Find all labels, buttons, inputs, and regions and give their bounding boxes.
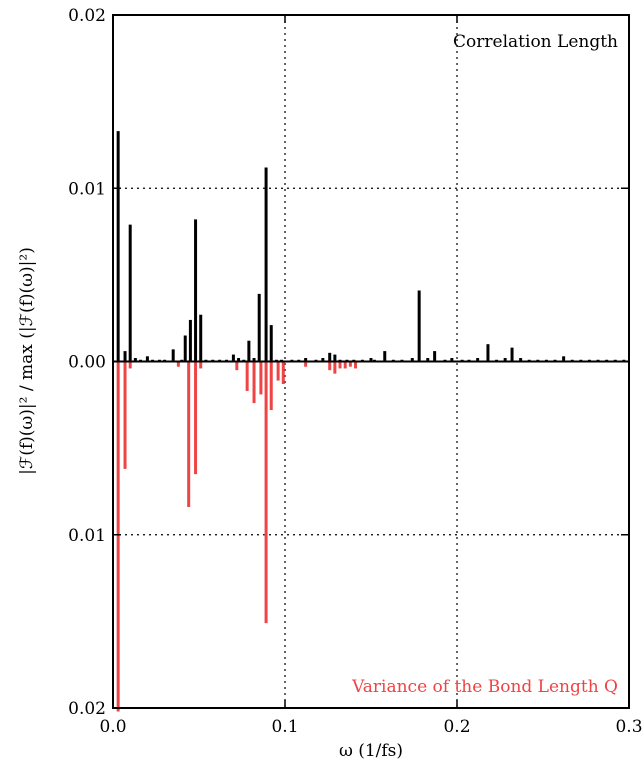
y-tick-label: 0.00 bbox=[68, 353, 106, 373]
x-axis-title: ω (1/fs) bbox=[339, 741, 403, 761]
y-axis-ticks: 0.02 0.01 0.00 0.01 0.02 bbox=[68, 6, 629, 719]
bond-length-variance-label: Variance of the Bond Length Q bbox=[351, 677, 618, 697]
x-tick-label: 0.3 bbox=[615, 717, 642, 737]
x-tick-label: 0.1 bbox=[271, 717, 298, 737]
y-tick-label: 0.02 bbox=[68, 6, 106, 26]
correlation-length-bars bbox=[116, 131, 626, 362]
y-axis-title: |ℱ(f)(ω)|² / max (|ℱ(f)(ω)|²) bbox=[17, 247, 37, 475]
y-tick-label: 0.01 bbox=[68, 526, 106, 546]
y-tick-label: 0.01 bbox=[68, 179, 106, 199]
bond-length-variance-bars bbox=[116, 361, 358, 712]
x-tick-label: 0.2 bbox=[443, 717, 470, 737]
correlation-length-label: Correlation Length bbox=[453, 32, 618, 52]
x-axis-ticks: 0.0 0.1 0.2 0.3 bbox=[99, 15, 643, 737]
grid-lines bbox=[113, 15, 629, 708]
x-tick-label: 0.0 bbox=[99, 717, 126, 737]
y-tick-label: 0.02 bbox=[68, 699, 106, 719]
